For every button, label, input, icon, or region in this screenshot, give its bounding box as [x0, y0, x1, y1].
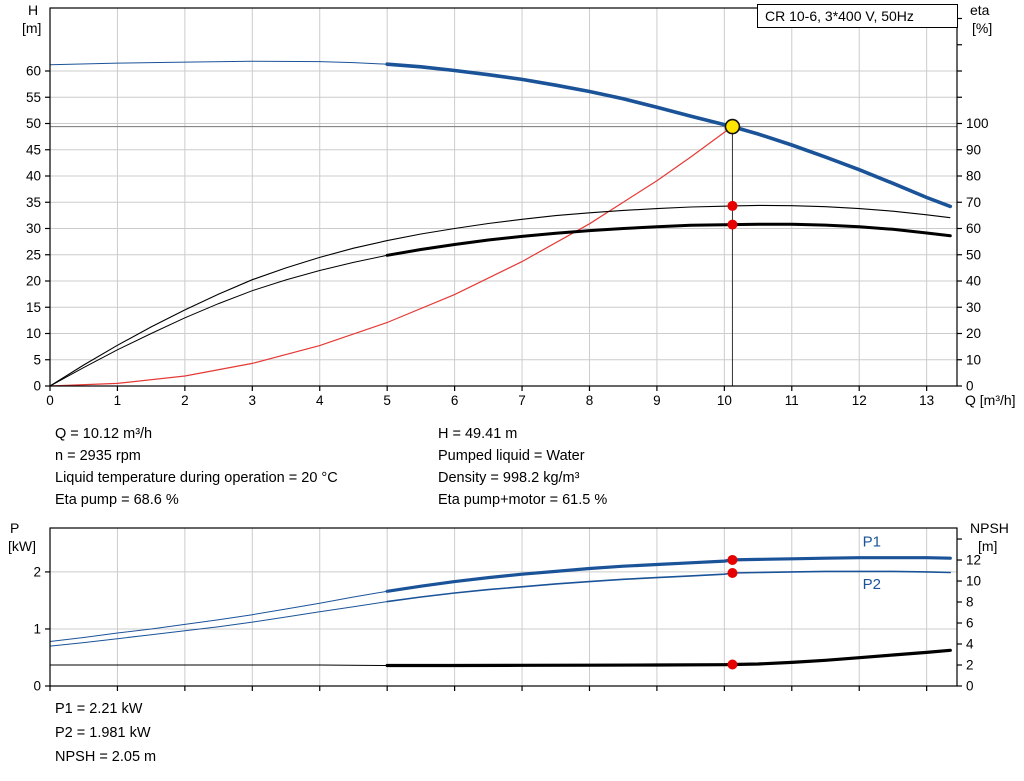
x-tick-label: 11	[785, 393, 799, 408]
result-values: P1 = 2.21 kW P2 = 1.981 kW NPSH = 2.05 m	[55, 697, 156, 769]
npsh-axis-name: NPSH	[970, 520, 1009, 536]
left-tick-label: 10	[26, 326, 41, 341]
series-label-p1: P1	[863, 533, 881, 550]
right-tick-label: 10	[966, 574, 981, 589]
result-npsh: NPSH = 2.05 m	[55, 749, 157, 765]
right-tick-label: 100	[966, 116, 989, 131]
npsh-axis-unit: [m]	[978, 538, 998, 554]
p2-curve-thin	[49, 601, 388, 647]
operating-data-right: H = 49.41 m Pumped liquid = Water Densit…	[438, 423, 607, 511]
left-tick-label: 0	[33, 379, 41, 394]
left-tick-label: 45	[26, 142, 41, 157]
right-tick-label: 2	[966, 658, 974, 673]
left-tick-label: 5	[33, 352, 41, 367]
left-tick-label: 40	[26, 169, 41, 184]
right-tick-label: 40	[966, 274, 981, 289]
duty-dot	[727, 659, 738, 670]
x-tick-label: 5	[383, 393, 391, 408]
p-axis-name: P	[10, 520, 20, 536]
result-p2: P2 = 1.981 kW	[55, 725, 151, 741]
info-h: H = 49.41 m	[438, 426, 518, 442]
duty-dot	[727, 568, 738, 579]
right-tick-label: 0	[966, 679, 974, 694]
info-q: Q = 10.12 m³/h	[55, 426, 153, 442]
x-tick-label: 10	[717, 393, 732, 408]
duty-dot	[727, 200, 738, 211]
p-axis-unit: [kW]	[8, 538, 36, 554]
left-tick-label: 30	[26, 221, 41, 236]
npsh-curve	[385, 648, 952, 668]
operating-data-left: Q = 10.12 m³/h n = 2935 rpm Liquid tempe…	[55, 423, 338, 511]
npsh-curve-thin	[50, 664, 388, 666]
info-density: Density = 998.2 kg/m³	[438, 470, 580, 486]
left-tick-label: 25	[26, 247, 41, 262]
plot-frame	[49, 7, 958, 387]
x-tick-label: 7	[518, 393, 526, 408]
info-temp: Liquid temperature during operation = 20…	[55, 470, 338, 486]
p2-curve	[386, 570, 952, 603]
duty-point-marker	[724, 118, 741, 135]
eta-axis-name: eta	[970, 2, 990, 18]
x-tick-label: 0	[46, 393, 54, 408]
right-tick-label: 10	[966, 352, 981, 367]
info-eta-pump-motor: Eta pump+motor = 61.5 %	[438, 492, 608, 508]
series-label-p2: P2	[863, 576, 881, 593]
h-axis-unit: [m]	[22, 20, 42, 36]
info-n: n = 2935 rpm	[55, 448, 141, 464]
eta-pump-motor-curve-thin	[49, 254, 388, 387]
x-axis-label: Q [m³/h]	[965, 392, 1016, 408]
left-tick-label: 55	[26, 90, 41, 105]
p1-curve-thin	[49, 590, 388, 642]
right-tick-label: 4	[966, 637, 974, 652]
x-tick-label: 1	[114, 393, 122, 408]
x-tick-label: 13	[919, 393, 934, 408]
right-tick-label: 70	[966, 195, 981, 210]
eta-axis-unit: [%]	[972, 20, 993, 36]
right-tick-label: 50	[966, 247, 981, 262]
right-tick-label: 0	[966, 379, 974, 394]
x-tick-label: 4	[316, 393, 324, 408]
system-curve	[49, 126, 733, 387]
left-tick-label: 60	[26, 64, 41, 79]
left-tick-label: 50	[26, 116, 41, 131]
result-p1: P1 = 2.21 kW	[55, 701, 143, 717]
right-tick-label: 20	[966, 326, 981, 341]
left-tick-label: 35	[26, 195, 41, 210]
right-tick-label: 80	[966, 169, 981, 184]
x-tick-label: 8	[586, 393, 594, 408]
pump-model-box: CR 10-6, 3*400 V, 50Hz	[757, 4, 958, 28]
head-efficiency-chart: 0510152025303540455055600102030405060708…	[26, 7, 1016, 408]
right-tick-label: 30	[966, 300, 981, 315]
pump-head-curve	[385, 62, 953, 209]
eta-pump-motor-curve	[385, 222, 952, 257]
plot-frame	[49, 527, 958, 687]
duty-dot	[727, 219, 738, 230]
left-tick-label: 15	[26, 300, 41, 315]
left-tick-label: 0	[33, 679, 41, 694]
x-tick-label: 9	[653, 393, 661, 408]
info-liquid: Pumped liquid = Water	[438, 448, 585, 464]
left-tick-label: 1	[33, 621, 41, 636]
x-tick-label: 3	[249, 393, 257, 408]
right-tick-label: 12	[966, 553, 981, 568]
x-tick-label: 6	[451, 393, 459, 408]
x-tick-label: 2	[181, 393, 189, 408]
h-axis-name: H	[28, 2, 39, 18]
duty-dot	[727, 554, 738, 565]
x-tick-label: 12	[852, 393, 867, 408]
p1-curve	[385, 556, 952, 593]
left-tick-label: 20	[26, 274, 41, 289]
right-tick-label: 8	[966, 595, 974, 610]
pump-head-curve-thin	[49, 60, 388, 66]
right-tick-label: 90	[966, 142, 981, 157]
eta-pump-curve	[49, 204, 951, 387]
right-tick-label: 6	[966, 616, 974, 631]
info-eta-pump: Eta pump = 68.6 %	[55, 492, 179, 508]
right-tick-label: 60	[966, 221, 981, 236]
left-tick-label: 2	[33, 564, 41, 579]
